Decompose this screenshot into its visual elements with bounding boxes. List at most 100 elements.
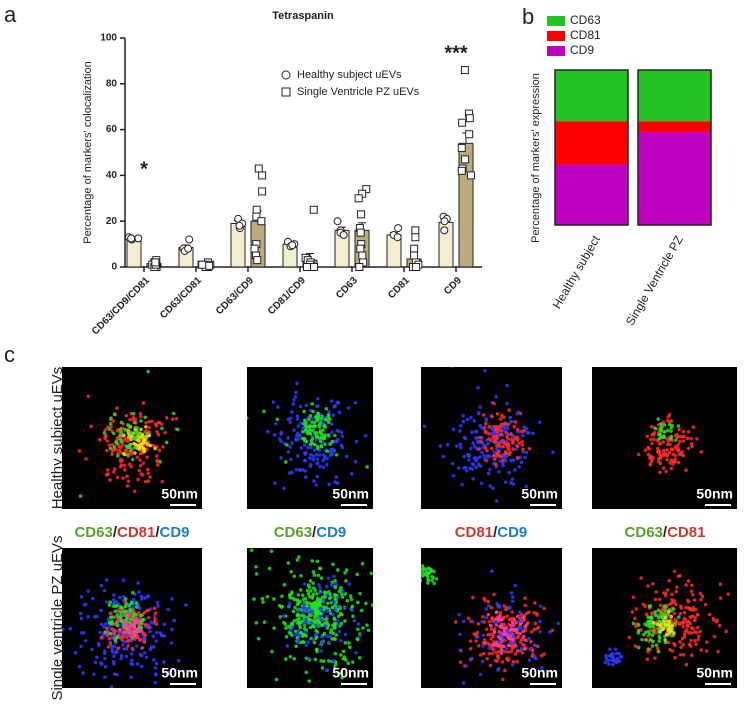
micrograph-background [247,367,373,509]
fluorescence-dot [667,578,671,583]
fluorescence-dot [509,591,514,595]
fluorescence-dot [292,619,296,623]
fluorescence-dot [488,663,493,668]
fluorescence-dot [512,424,517,429]
fluorescence-dot [664,469,668,474]
fluorescence-dot [162,660,166,664]
fluorescence-dot [542,606,546,611]
fluorescence-dot [136,627,141,631]
fluorescence-dot [663,593,668,598]
fluorescence-dot [311,637,315,642]
fluorescence-dot [121,578,126,583]
fluorescence-dot [339,585,343,590]
title-part: CD9 [316,524,346,541]
fluorescence-dot [321,610,326,614]
fluorescence-dot [520,443,525,447]
fluorescence-dot [481,633,486,638]
fluorescence-dot [356,600,360,605]
fluorescence-dot [129,431,134,435]
fluorescence-dot [472,632,476,636]
fluorescence-dot [467,454,471,458]
fluorescence-dot [104,578,109,582]
fluorescence-dot [482,638,487,642]
fluorescence-dot [513,643,518,648]
data-point [410,251,419,260]
fluorescence-dot [506,426,510,431]
fluorescence-dot [352,618,357,623]
fluorescence-dot [495,427,500,431]
fluorescence-dot [291,625,295,629]
fluorescence-dot [86,589,91,593]
fluorescence-dot [317,566,322,571]
fluorescence-dot [328,634,332,639]
fluorescence-dot [127,638,131,643]
fluorescence-dot [314,601,318,606]
fluorescence-dot [319,436,324,440]
fluorescence-dot [180,516,184,520]
fluorescence-dot [500,677,505,682]
fluorescence-dot [478,455,482,459]
fluorescence-dot [310,594,315,599]
fluorescence-dot [724,629,728,634]
fluorescence-dot [130,590,135,595]
fluorescence-dot [343,571,347,575]
fluorescence-dot [146,471,151,476]
fluorescence-dot [661,440,666,444]
scale-bar-label: 50nm [521,486,558,502]
fluorescence-dot [669,614,674,619]
fluorescence-dot [513,468,517,472]
fluorescence-dot [515,614,520,619]
fluorescence-dot [332,574,336,579]
fluorescence-dot [507,447,511,452]
fluorescence-dot [656,615,661,620]
fluorescence-dot [343,632,348,637]
fluorescence-dot [690,653,694,658]
fluorescence-dot [328,630,333,635]
fluorescence-dot [127,603,132,608]
fluorescence-dot [131,597,136,602]
title-part: CD63 [274,524,312,541]
fluorescence-dot [504,439,509,444]
fluorescence-dot [316,404,320,408]
fluorescence-dot [110,622,115,626]
fluorescence-dot [110,619,114,624]
fluorescence-dot [319,649,324,653]
fluorescence-dot [288,654,293,659]
fluorescence-dot [498,611,503,615]
fluorescence-dot [327,482,331,487]
fluorescence-dot [645,434,649,439]
fluorescence-dot [307,594,312,599]
fluorescence-dot [98,661,103,665]
fluorescence-dot [614,651,619,656]
data-point [440,217,449,226]
fluorescence-dot [314,628,318,633]
fluorescence-dot [304,620,309,624]
fluorescence-dot [511,447,515,451]
fluorescence-dot [648,462,653,466]
fluorescence-dot [164,440,169,445]
fluorescence-dot [523,455,527,460]
fluorescence-dot [119,430,124,435]
fluorescence-dot [365,465,369,469]
fluorescence-dot [292,428,296,432]
fluorescence-dot [314,647,319,652]
fluorescence-dot [135,601,139,606]
fluorescence-dot [677,427,681,432]
fluorescence-dot [518,619,522,623]
fluorescence-dot [467,458,471,462]
fluorescence-dot [311,454,316,458]
fluorescence-dot [678,451,683,456]
fluorescence-dot [689,583,694,587]
fluorescence-dot [118,627,122,632]
fluorescence-dot [312,479,316,483]
fluorescence-dot [261,600,265,604]
fluorescence-dot [532,627,537,632]
fluorescence-dot [303,423,308,428]
fluorescence-dot [326,659,331,663]
fluorescence-dot [121,476,125,480]
fluorescence-dot [297,555,301,559]
fluorescence-dot [141,446,145,450]
fluorescence-dot [93,660,98,665]
fluorescence-dot [260,596,265,601]
fluorescence-dot [321,465,326,470]
